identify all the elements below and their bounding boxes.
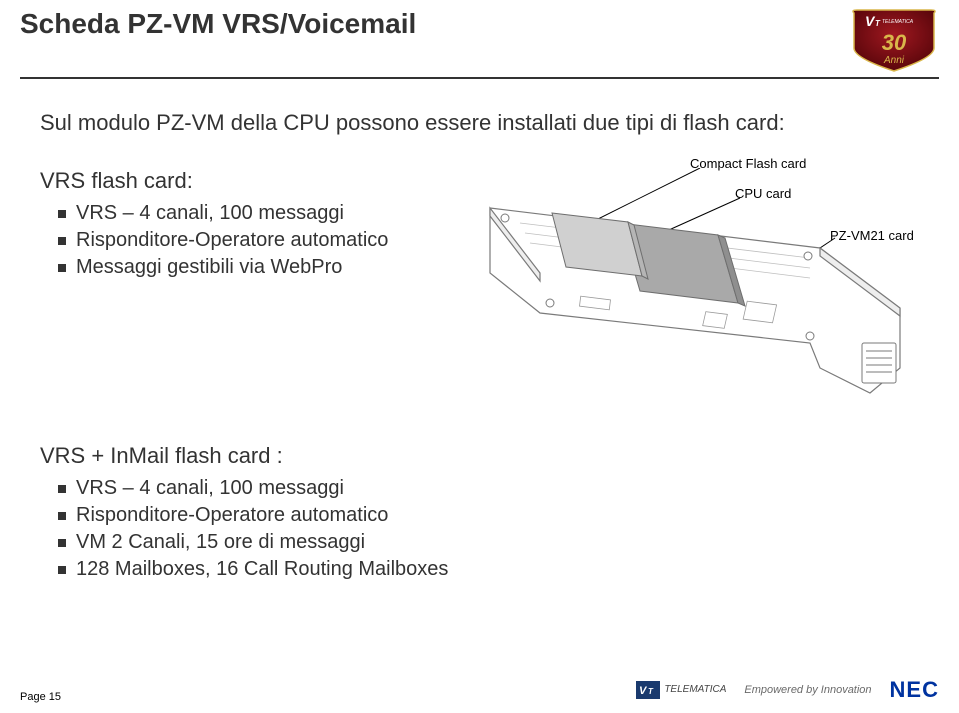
vt-logo: V T TELEMATICA bbox=[636, 681, 726, 699]
list-item: Messaggi gestibili via WebPro bbox=[58, 256, 440, 279]
empowered-text: Empowered by Innovation bbox=[744, 684, 871, 696]
board-diagram bbox=[460, 168, 930, 398]
list-item: Risponditore-Operatore automatico bbox=[58, 229, 440, 252]
svg-text:30: 30 bbox=[882, 30, 907, 55]
list-item: VRS – 4 canali, 100 messaggi bbox=[58, 202, 440, 225]
label-board: PZ-VM21 card bbox=[830, 228, 914, 243]
nec-logo: NEC bbox=[890, 677, 939, 703]
anniversary-badge: V T TELEMATICA 30 Anni bbox=[849, 8, 939, 73]
section1-head: VRS flash card: bbox=[40, 168, 440, 194]
intro-text: Sul modulo PZ-VM della CPU possono esser… bbox=[40, 109, 939, 138]
list-item: Risponditore-Operatore automatico bbox=[58, 504, 939, 527]
svg-text:Anni: Anni bbox=[883, 55, 905, 66]
list-item: VM 2 Canali, 15 ore di messaggi bbox=[58, 531, 939, 554]
label-cpu: CPU card bbox=[735, 186, 791, 201]
label-cf: Compact Flash card bbox=[690, 156, 806, 171]
list-item: 128 Mailboxes, 16 Call Routing Mailboxes bbox=[58, 558, 939, 581]
section1-list: VRS – 4 canali, 100 messaggi Risponditor… bbox=[40, 202, 440, 279]
svg-text:TELEMATICA: TELEMATICA bbox=[882, 19, 914, 25]
vt-text: TELEMATICA bbox=[664, 685, 726, 695]
list-item: VRS – 4 canali, 100 messaggi bbox=[58, 477, 939, 500]
section2-list: VRS – 4 canali, 100 messaggi Risponditor… bbox=[40, 477, 939, 581]
page-number: Page 15 bbox=[20, 691, 61, 703]
section2-head: VRS + InMail flash card : bbox=[40, 443, 939, 469]
page-title: Scheda PZ-VM VRS/Voicemail bbox=[20, 8, 849, 40]
